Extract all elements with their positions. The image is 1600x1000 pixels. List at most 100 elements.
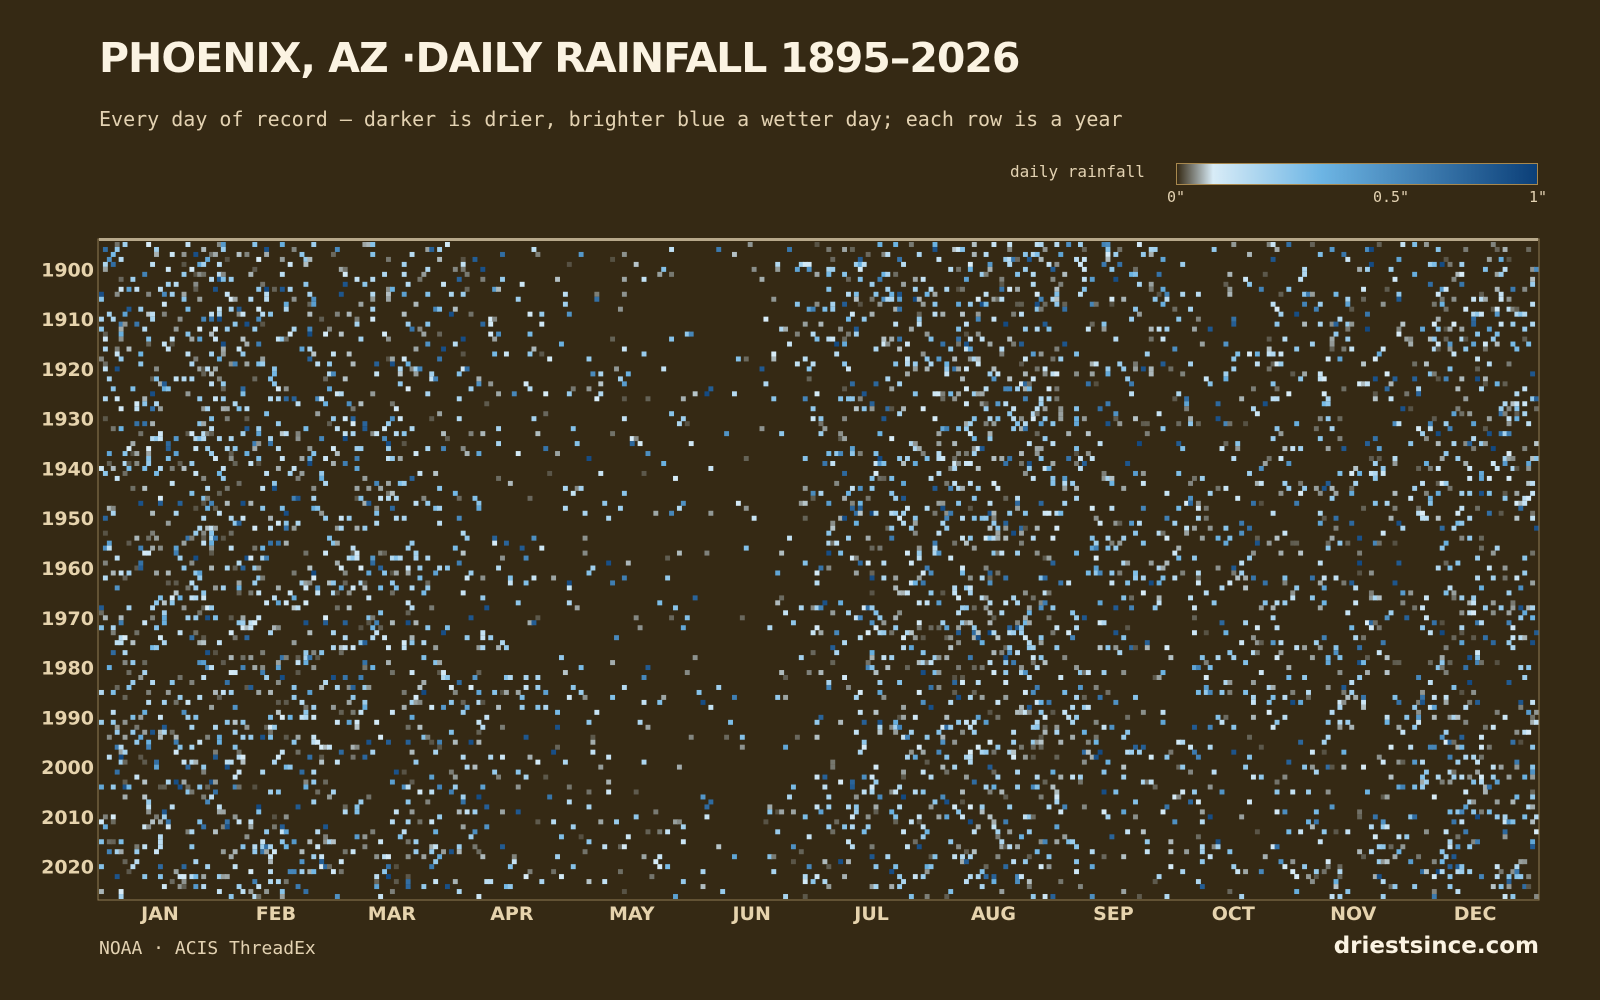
rain-cell <box>480 784 486 790</box>
rain-cell <box>370 615 376 621</box>
rain-cell <box>1337 874 1343 880</box>
rain-cell <box>1486 809 1492 815</box>
rain-cell <box>861 744 867 750</box>
rain-cell <box>452 879 458 885</box>
rain-cell <box>975 331 981 337</box>
rain-cell <box>920 824 926 830</box>
rain-cell <box>1223 421 1229 427</box>
rain-cell <box>893 814 899 820</box>
rain-cell <box>944 515 950 521</box>
rain-cell <box>586 719 592 725</box>
rain-cell <box>963 620 969 626</box>
rain-cell <box>1455 869 1461 875</box>
rain-cell <box>1337 869 1343 875</box>
rain-cell <box>963 386 969 392</box>
year-tick-label: 2000 <box>41 757 94 779</box>
rain-cell <box>1459 411 1465 417</box>
rain-cell <box>189 376 195 382</box>
rain-cell <box>1164 560 1170 566</box>
rain-cell <box>928 475 934 481</box>
rain-cell <box>1534 441 1539 447</box>
rain-cell <box>452 490 458 496</box>
rain-cell <box>1333 884 1339 890</box>
brand-link[interactable]: driestsince.com <box>1333 933 1539 959</box>
rain-cell <box>401 261 407 267</box>
rain-cell <box>1368 590 1374 596</box>
rain-cell <box>1140 709 1146 715</box>
rain-cell <box>956 326 962 332</box>
rain-cell <box>503 884 509 890</box>
rain-cell <box>1054 301 1060 307</box>
rain-cell <box>916 550 922 556</box>
rain-cell <box>1034 291 1040 297</box>
rain-cell <box>1247 734 1252 740</box>
rain-cell <box>205 864 211 870</box>
rain-cell <box>126 540 132 546</box>
rain-cell <box>932 540 938 546</box>
rain-cell <box>586 456 592 461</box>
rain-cell <box>1089 276 1095 282</box>
rain-cell <box>555 709 560 715</box>
rain-cell <box>1093 684 1099 690</box>
rain-cell <box>1050 296 1056 302</box>
rain-cell <box>1349 306 1355 312</box>
rain-cell <box>515 296 521 302</box>
rain-cell <box>118 356 124 362</box>
rain-cell <box>1066 242 1072 247</box>
rain-cell <box>279 456 285 461</box>
rain-cell <box>279 714 285 720</box>
rain-cell <box>240 615 246 621</box>
rain-cell <box>252 376 258 382</box>
rain-cell <box>853 291 859 297</box>
rain-cell <box>350 545 356 551</box>
rain-cell <box>106 734 112 740</box>
year-tick-label: 1910 <box>41 309 94 331</box>
rain-cell <box>228 670 234 676</box>
rain-cell <box>779 670 785 676</box>
rain-cell <box>311 570 317 576</box>
rain-cell <box>814 570 820 576</box>
rain-cell <box>1447 426 1453 432</box>
rain-cell <box>602 500 608 506</box>
rain-cell <box>775 600 781 606</box>
rain-cell <box>421 640 427 646</box>
rain-cell <box>303 256 309 262</box>
rain-cell <box>157 500 163 506</box>
rain-cell <box>138 675 144 680</box>
rain-cell <box>1530 615 1536 621</box>
rain-cell <box>708 704 714 710</box>
rain-cell <box>1038 744 1044 750</box>
rain-cell <box>1195 834 1201 840</box>
rain-cell <box>311 769 317 775</box>
rain-cell <box>629 441 635 447</box>
rain-cell <box>901 794 906 800</box>
rain-cell <box>1423 769 1429 775</box>
rain-cell <box>1274 321 1280 327</box>
rain-cell <box>1518 605 1524 611</box>
rain-cell <box>814 336 820 342</box>
rain-cell <box>1376 650 1382 656</box>
rain-cell <box>991 456 997 461</box>
rain-cell <box>374 505 380 511</box>
rain-cell <box>1015 271 1020 277</box>
rain-cell <box>1514 864 1520 870</box>
rain-cell <box>342 620 348 626</box>
rain-cell <box>228 689 234 695</box>
rain-cell <box>472 829 478 835</box>
rain-cell <box>1019 874 1024 880</box>
rain-cell <box>134 286 140 292</box>
rain-cell <box>559 655 564 661</box>
rain-cell <box>897 680 903 685</box>
rain-cell <box>366 485 372 491</box>
rain-cell <box>405 386 411 392</box>
rain-cell <box>216 510 222 516</box>
rain-cell <box>185 431 191 437</box>
rain-cell <box>1526 884 1532 890</box>
rain-cell <box>189 580 195 586</box>
rain-cell <box>806 266 812 272</box>
rain-cell <box>940 396 946 402</box>
rain-cell <box>350 431 356 437</box>
rain-cell <box>354 724 360 730</box>
rain-cell <box>1502 575 1508 581</box>
rain-cell <box>1435 246 1441 252</box>
